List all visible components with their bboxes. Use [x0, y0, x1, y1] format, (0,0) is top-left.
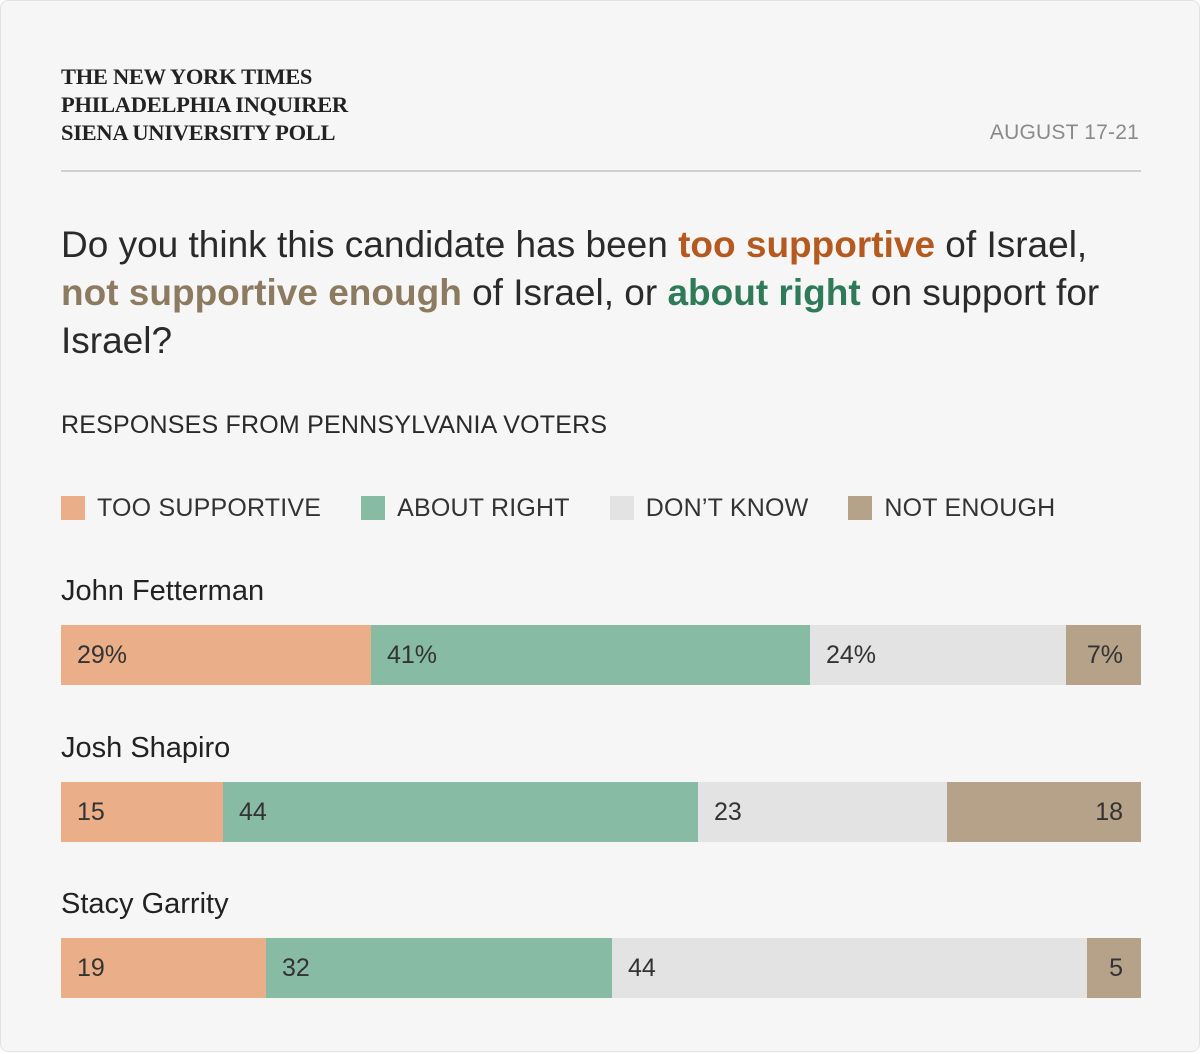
data-label: 5 — [1109, 954, 1123, 982]
legend-item-too-supportive: TOO SUPPORTIVE — [61, 494, 321, 523]
legend-label: NOT ENOUGH — [884, 493, 1056, 522]
bar-segment-too-supportive: 19 — [61, 938, 266, 998]
poll-source: THE NEW YORK TIMES PHILADELPHIA INQUIRER… — [61, 63, 348, 147]
stacked-bar: 29% 41% 24% 7% — [61, 625, 1141, 685]
legend-item-don-t-know: DON’T KNOW — [609, 493, 809, 523]
question-text-3: of Israel, or — [461, 272, 668, 313]
poll-date: AUGUST 17-21 — [989, 121, 1139, 144]
header-divider — [61, 170, 1141, 172]
data-label: 19 — [77, 954, 105, 982]
data-label: 7% — [1086, 641, 1123, 669]
legend-label: ABOUT RIGHT — [397, 493, 570, 522]
legend-swatch — [61, 496, 85, 520]
source-line-inquirer: PHILADELPHIA INQUIRER — [61, 92, 348, 117]
data-label: 24% — [826, 641, 877, 669]
bar-segment-about-right: 32 — [266, 938, 612, 998]
bar-row-stacy-garrity: Stacy Garrity 19 32 44 5 — [61, 884, 1141, 998]
legend-swatch — [848, 496, 873, 520]
legend-swatch — [361, 496, 386, 520]
question-text-2: of Israel, — [935, 224, 1088, 265]
bar-segment-don-t-know: 44 — [612, 938, 1087, 998]
question-text-4: on support for Israel? — [61, 272, 1100, 361]
source-line-nyt: THE NEW YORK TIMES — [61, 64, 313, 89]
bar-segment-not-enough: 5 — [1087, 938, 1141, 998]
data-label: 18 — [1095, 798, 1123, 826]
bar-segment-about-right: 44 — [223, 782, 698, 842]
data-label: 44 — [239, 798, 267, 826]
bar-segment-too-supportive: 15 — [61, 782, 223, 842]
bar-segment-about-right: 41% — [371, 625, 810, 685]
chart-subtitle: RESPONSES FROM PENNSYLVANIA VOTERS — [61, 411, 608, 439]
bar-row-john-fetterman: John Fetterman 29% 41% 24% 7% — [61, 571, 1141, 685]
legend-label: TOO SUPPORTIVE — [97, 493, 322, 522]
data-label: 44 — [628, 954, 656, 982]
question-text-1: Do you think this candidate has been — [61, 224, 679, 265]
bar-segment-don-t-know: 23 — [698, 782, 947, 842]
legend-item-about-right: ABOUT RIGHT — [361, 494, 570, 523]
bar-row-josh-shapiro: Josh Shapiro 15 44 23 18 — [61, 728, 1141, 842]
question-about-right: about right — [667, 272, 861, 313]
stacked-bar: 15 44 23 18 — [61, 782, 1141, 842]
bar-segment-not-enough: 18 — [947, 782, 1141, 842]
data-label: 32 — [282, 954, 310, 982]
row-label: Josh Shapiro — [61, 732, 231, 764]
stacked-bar: 19 32 44 5 — [61, 938, 1141, 998]
bar-segment-not-enough: 7% — [1066, 625, 1141, 685]
data-label: 23 — [714, 798, 742, 826]
data-label: 15 — [77, 798, 105, 826]
bar-segment-don-t-know: 24% — [810, 625, 1066, 685]
legend-swatch — [609, 496, 634, 520]
row-label: John Fetterman — [61, 575, 265, 607]
source-line-siena: SIENA UNIVERSITY POLL — [61, 120, 336, 145]
bar-segment-too-supportive: 29% — [61, 625, 371, 685]
legend-item-not-enough: NOT ENOUGH — [848, 494, 1055, 523]
data-label: 41% — [387, 641, 438, 669]
question-not-supportive-enough: not supportive enough — [61, 272, 462, 313]
chart-legend: TOO SUPPORTIVE ABOUT RIGHT DON’T KNOW NOT E… — [61, 491, 1095, 525]
chart-question: Do you think this candidate has been too… — [61, 221, 1141, 365]
data-label: 29% — [77, 641, 128, 669]
row-label: Stacy Garrity — [61, 888, 229, 920]
question-too-supportive: too supportive — [678, 224, 936, 265]
legend-label: DON’T KNOW — [645, 493, 809, 522]
